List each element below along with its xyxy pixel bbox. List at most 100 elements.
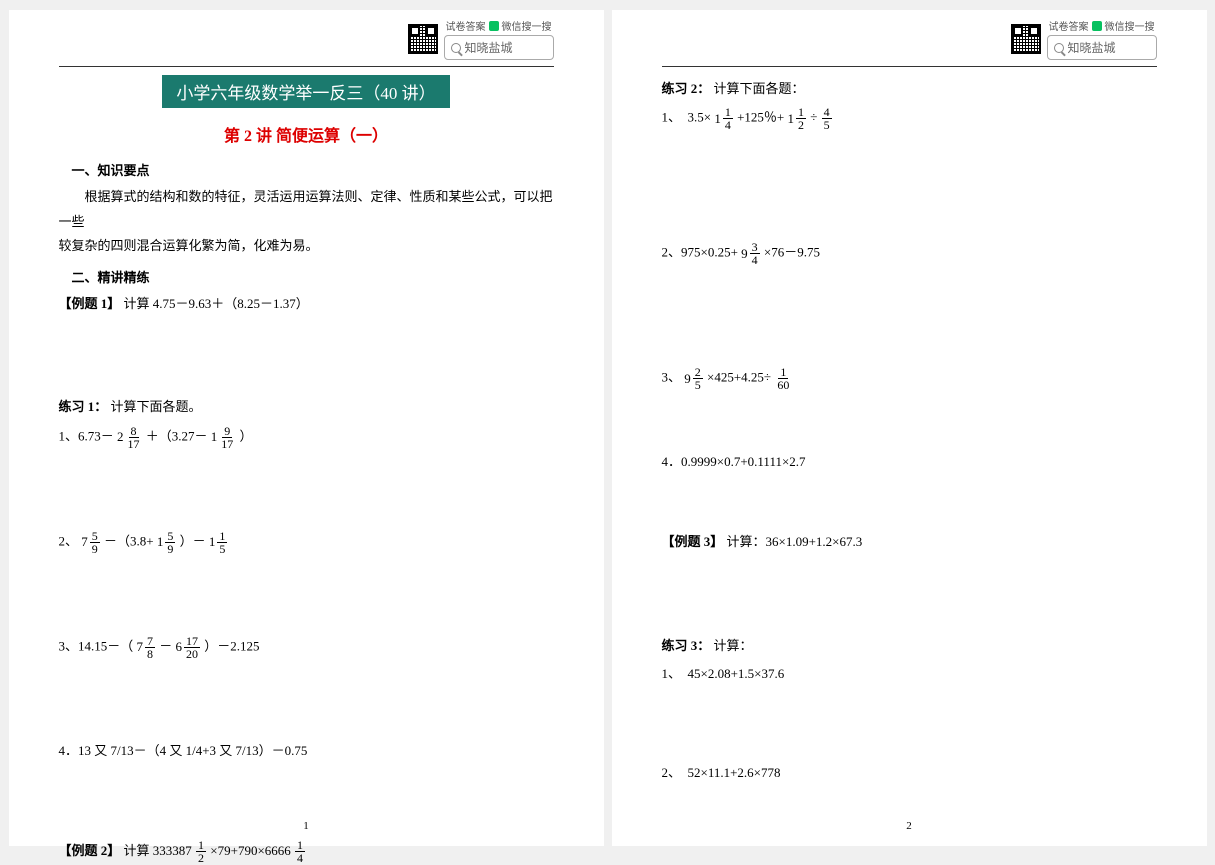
practice-1-tail: 计算下面各题。 xyxy=(111,399,202,414)
n: 17 xyxy=(184,635,200,648)
page-number: 1 xyxy=(303,820,309,832)
qr-code-icon xyxy=(1011,24,1041,54)
search-icon xyxy=(451,43,461,53)
q2-mixed-1: 934 xyxy=(741,241,761,266)
w: 9 xyxy=(741,246,748,262)
wechat-search-label: 微信搜一搜 xyxy=(1105,18,1155,33)
practice-3-tail: 计算： xyxy=(714,638,753,653)
practice-2-tail: 计算下面各题： xyxy=(714,81,805,96)
w: 1 xyxy=(157,534,164,550)
practice-2-label: 练习 2： xyxy=(662,81,711,96)
section-1-para-1: 根据算式的结构和数的特征，灵活运用运算法则、定律、性质和某些公式，可以把一些 xyxy=(59,185,554,234)
q1-mixed-1: 114 xyxy=(714,106,734,131)
section-2-title: 二、精讲精练 xyxy=(59,267,554,286)
page-header: 试卷答案 微信搜一搜 知晓盐城 xyxy=(59,18,554,67)
w: 1 xyxy=(211,429,218,445)
example-3: 【例题 3】 计算：36×1.09+1.2×67.3 xyxy=(662,530,1157,553)
search-box[interactable]: 知晓盐城 xyxy=(1047,35,1157,60)
d: 4 xyxy=(750,254,760,266)
example-3-label: 【例题 3】 xyxy=(662,534,724,549)
q1-mixed-1: 2817 xyxy=(117,425,143,450)
q3-frac-2: 160 xyxy=(775,366,791,391)
q2-lead: 2、 xyxy=(59,533,79,548)
d: 2 xyxy=(796,119,806,131)
q1-mid1: +125％+ xyxy=(737,110,784,125)
ex2-frac-2: 14 xyxy=(295,839,305,864)
qr-code-icon xyxy=(408,24,438,54)
w: 1 xyxy=(209,534,216,550)
practice-1-q4: 4．13 又 7/13－（4 又 1/4+3 又 7/13）－0.75 xyxy=(59,740,554,759)
practice-1-title: 练习 1： 计算下面各题。 xyxy=(59,395,554,418)
title-row: 小学六年级数学举一反三（40 讲） xyxy=(59,75,554,108)
page-2: 试卷答案 微信搜一搜 知晓盐城 练习 2： 计算下面各题： 1、 3.5× 11… xyxy=(612,10,1207,846)
search-text: 知晓盐城 xyxy=(465,39,513,56)
practice-1-label: 练习 1： xyxy=(59,399,108,414)
practice-2-q1: 1、 3.5× 114 +125％+ 112 ÷ 45 xyxy=(662,106,1157,131)
wechat-search-label: 微信搜一搜 xyxy=(502,18,552,33)
page-spread: 试卷答案 微信搜一搜 知晓盐城 小学六年级数学举一反三（40 讲） 第 2 讲 … xyxy=(9,10,1207,846)
ex2-frac-1: 12 xyxy=(196,839,206,864)
practice-2-title: 练习 2： 计算下面各题： xyxy=(662,77,1157,100)
d: 5 xyxy=(822,119,832,131)
wechat-icon xyxy=(489,21,499,31)
w: 2 xyxy=(117,429,124,445)
d: 8 xyxy=(145,648,155,660)
q1-frac-3: 45 xyxy=(822,106,832,131)
page-header: 试卷答案 微信搜一搜 知晓盐城 xyxy=(662,18,1157,67)
q2-tail: ×76－9.75 xyxy=(764,245,820,260)
q1-tail: ） xyxy=(240,428,253,443)
answer-label: 试卷答案 xyxy=(1049,18,1089,33)
d: 5 xyxy=(693,379,703,391)
search-box[interactable]: 知晓盐城 xyxy=(444,35,554,60)
q3-mid: － xyxy=(159,638,172,653)
example-1-text: 计算 4.75－9.63＋（8.25－1.37） xyxy=(124,296,309,311)
q3-tail: ）－2.125 xyxy=(204,638,259,653)
d: 2 xyxy=(196,852,206,864)
d: 17 xyxy=(126,438,142,450)
practice-2-q3: 3、 925 ×425+4.25÷ 160 xyxy=(662,366,1157,391)
practice-3-title: 练习 3： 计算： xyxy=(662,634,1157,657)
q3-lead: 3、14.15－（ xyxy=(59,638,134,653)
practice-1-q2: 2、 759 －（3.8+ 159 ）－ 115 xyxy=(59,530,554,555)
d: 17 xyxy=(219,438,235,450)
q1-mixed-2: 112 xyxy=(788,106,808,131)
title-banner: 小学六年级数学举一反三（40 讲） xyxy=(162,75,449,108)
n: 9 xyxy=(222,425,232,438)
w: 6 xyxy=(176,639,183,655)
w: 7 xyxy=(81,534,88,550)
example-3-text: 计算：36×1.09+1.2×67.3 xyxy=(727,534,863,549)
search-icon xyxy=(1054,43,1064,53)
practice-3-q1: 1、 45×2.08+1.5×37.6 xyxy=(662,663,1157,682)
q3-lead: 3、 xyxy=(662,370,682,385)
n: 5 xyxy=(90,530,100,543)
practice-2-q2: 2、975×0.25+ 934 ×76－9.75 xyxy=(662,241,1157,266)
n: 5 xyxy=(165,530,175,543)
w: 7 xyxy=(137,639,144,655)
practice-2-q4: 4．0.9999×0.7+0.1111×2.7 xyxy=(662,451,1157,470)
page-1: 试卷答案 微信搜一搜 知晓盐城 小学六年级数学举一反三（40 讲） 第 2 讲 … xyxy=(9,10,604,846)
q1-mid2: ÷ xyxy=(810,110,817,125)
n: 8 xyxy=(129,425,139,438)
d: 4 xyxy=(295,852,305,864)
q1-mid: ＋（3.27－ xyxy=(146,428,208,443)
q3-mixed-1: 925 xyxy=(684,366,704,391)
page-number: 2 xyxy=(906,820,912,832)
d: 9 xyxy=(90,543,100,555)
q2-mixed-2: 159 xyxy=(157,530,177,555)
q3-mixed-2: 61720 xyxy=(176,635,202,660)
answer-label: 试卷答案 xyxy=(446,18,486,33)
section-1-title: 一、知识要点 xyxy=(59,160,554,179)
section-1-para-2: 较复杂的四则混合运算化繁为简，化难为易。 xyxy=(59,234,554,259)
d: 4 xyxy=(723,119,733,131)
example-2: 【例题 2】 计算 333387 12 ×79+790×6666 14 xyxy=(59,839,554,865)
subtitle: 第 2 讲 简便运算（一） xyxy=(59,122,554,146)
search-text: 知晓盐城 xyxy=(1068,39,1116,56)
q3-mixed-1: 778 xyxy=(137,635,157,660)
d: 60 xyxy=(775,379,791,391)
wechat-icon xyxy=(1092,21,1102,31)
practice-1-q3: 3、14.15－（ 778 － 61720 ）－2.125 xyxy=(59,635,554,660)
w: 9 xyxy=(684,371,691,387)
practice-3-q2: 2、 52×11.1+2.6×778 xyxy=(662,762,1157,781)
n: 7 xyxy=(145,635,155,648)
example-1-label: 【例题 1】 xyxy=(59,296,121,311)
